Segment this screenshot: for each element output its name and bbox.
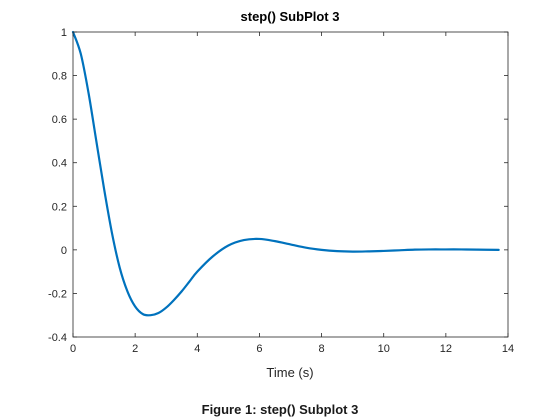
axes-box xyxy=(72,31,509,338)
figure-caption: Figure 1: step() Subplot 3 xyxy=(201,402,359,417)
y-tick-label: 0 xyxy=(61,245,67,257)
y-tick-label: 0.8 xyxy=(52,71,67,83)
y-tick-label: 0.2 xyxy=(52,201,67,213)
series-line xyxy=(71,30,500,317)
x-tick-label: 2 xyxy=(132,343,138,355)
x-tick-label: 4 xyxy=(194,343,200,355)
y-tick-label: -0.4 xyxy=(48,332,67,344)
x-tick-label: 0 xyxy=(70,343,76,355)
x-tick-label: 10 xyxy=(378,343,390,355)
y-tick-label: 1 xyxy=(61,27,67,39)
y-tick-label: 0.4 xyxy=(52,158,67,170)
x-tick-label: 8 xyxy=(319,343,325,355)
x-axis-label: Time (s) xyxy=(266,365,313,380)
plot-area xyxy=(73,32,508,337)
x-tick-label: 6 xyxy=(256,343,262,355)
y-tick-label: -0.2 xyxy=(48,288,67,300)
line-chart: 0 2 4 6 8 10 12 14 -0.4 -0.2 0 0.2 0.4 0.6 0.8 1 step()… xyxy=(48,9,514,380)
chart-title: step() SubPlot 3 xyxy=(241,9,340,24)
x-tick-label: 12 xyxy=(440,343,452,355)
x-tick-label: 14 xyxy=(502,343,514,355)
y-tick-label: 0.6 xyxy=(52,114,67,126)
